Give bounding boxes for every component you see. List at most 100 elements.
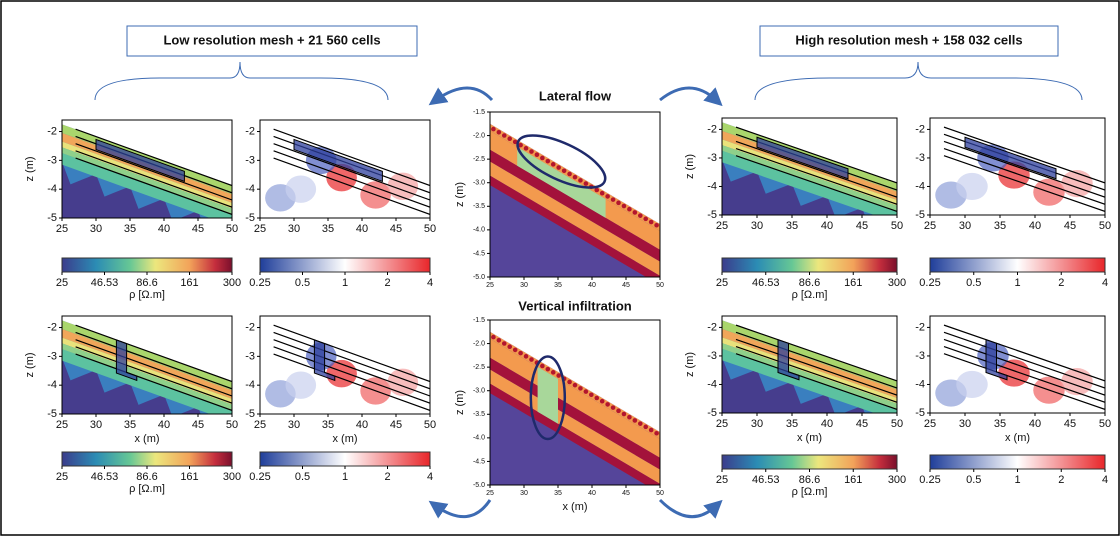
dot xyxy=(589,392,594,398)
colorbar xyxy=(721,454,898,470)
x-tick-label: 40 xyxy=(1029,220,1041,232)
x-tick-label: 50 xyxy=(1099,220,1111,232)
layer-line xyxy=(75,143,232,201)
dot xyxy=(648,427,654,433)
dot xyxy=(610,405,616,410)
x-tick-label: 30 xyxy=(520,282,528,289)
z-axis-label: z (m) xyxy=(454,182,466,207)
source xyxy=(293,138,383,183)
source xyxy=(313,339,336,382)
dot xyxy=(583,181,589,186)
z-tick-label: -1.5 xyxy=(473,109,485,116)
x-tick-label: 40 xyxy=(158,223,170,235)
layer xyxy=(722,348,897,413)
dot xyxy=(616,200,621,206)
colorbar xyxy=(929,454,1106,470)
blob xyxy=(956,370,988,399)
x-tick-label: 30 xyxy=(520,490,528,497)
blob xyxy=(956,172,988,201)
layer-line xyxy=(273,150,430,208)
layer-line xyxy=(273,143,430,201)
colorbar-tick-label: 25 xyxy=(56,277,68,289)
dot xyxy=(610,197,616,202)
colorbar-tick-label: 161 xyxy=(844,277,862,289)
z-tick-label: -2.0 xyxy=(473,132,485,139)
dot xyxy=(632,210,638,215)
panel xyxy=(490,112,660,277)
dot xyxy=(518,350,523,356)
z-tick-label: -2 xyxy=(245,125,255,137)
layer-line xyxy=(943,338,1105,396)
colorbar-tick-label: 86.6 xyxy=(799,277,820,289)
dot xyxy=(648,219,654,225)
layer-line xyxy=(75,331,232,390)
dot xyxy=(605,194,610,199)
z-tick-label: -5 xyxy=(707,407,717,419)
x-tick-label: 35 xyxy=(124,419,136,431)
x-tick-label: 50 xyxy=(424,223,436,235)
axes-frame xyxy=(259,315,431,415)
dot xyxy=(523,146,529,151)
x-tick-label: 30 xyxy=(751,220,763,232)
dot xyxy=(621,411,627,417)
colorbar-tick-label: 0.5 xyxy=(966,474,981,486)
x-tick-label: 45 xyxy=(390,223,402,235)
colorbar-tick-label: 1 xyxy=(1014,474,1020,486)
z-tick-label: -4 xyxy=(707,180,717,192)
colorbar xyxy=(259,451,431,467)
layer-line xyxy=(943,324,1105,382)
brace xyxy=(94,61,389,101)
z-tick-label: -3 xyxy=(245,350,255,362)
z-axis-label: z (m) xyxy=(684,154,696,179)
x-tick-label: 35 xyxy=(322,419,334,431)
x-tick-label: 25 xyxy=(486,490,494,497)
outline xyxy=(529,355,567,441)
layer xyxy=(62,328,232,399)
x-tick-label: 50 xyxy=(424,419,436,431)
dot xyxy=(572,382,578,388)
x-tick-label: 40 xyxy=(356,223,368,235)
z-tick-label: -2 xyxy=(707,123,717,135)
axes-frame xyxy=(61,119,233,219)
layer xyxy=(490,369,660,484)
layer-line xyxy=(75,339,232,397)
layer-line xyxy=(273,128,430,187)
z-tick-label: -3 xyxy=(915,152,925,164)
panel xyxy=(260,120,430,218)
z-tick-label: -2 xyxy=(47,321,57,333)
dot xyxy=(627,414,632,420)
colorbar-tick-label: 4 xyxy=(427,277,433,289)
layer-line xyxy=(273,346,430,404)
dot xyxy=(529,357,534,362)
z-tick-label: -3 xyxy=(47,350,57,362)
layer-line xyxy=(943,331,1105,389)
x-tick-label: 25 xyxy=(56,223,68,235)
dot xyxy=(583,389,589,394)
x-tick-label: 45 xyxy=(856,220,868,232)
colorbar-tick-label: 300 xyxy=(223,471,241,483)
z-tick-label: -3 xyxy=(707,152,717,164)
x-tick-label: 35 xyxy=(994,220,1006,232)
x-tick-label: 50 xyxy=(226,419,238,431)
dot xyxy=(501,341,507,346)
colorbar-tick-label: 46.53 xyxy=(752,277,780,289)
source xyxy=(756,136,849,180)
layer xyxy=(490,149,660,262)
x-tick-label: 45 xyxy=(622,282,630,289)
dot xyxy=(556,165,561,170)
colorbar-tick-label: 0.25 xyxy=(919,474,940,486)
dot xyxy=(491,126,496,132)
colorbar-label: ρ [Ω.m] xyxy=(792,289,828,301)
dot xyxy=(599,190,605,196)
dot xyxy=(550,162,556,167)
dot xyxy=(637,421,643,426)
z-tick-label: -2 xyxy=(707,321,717,333)
layer xyxy=(490,161,660,276)
layer-line xyxy=(735,155,897,213)
sky xyxy=(722,118,897,183)
panel xyxy=(62,316,232,414)
axes-frame xyxy=(489,111,661,278)
dot xyxy=(545,158,551,164)
axes-frame xyxy=(721,315,898,414)
